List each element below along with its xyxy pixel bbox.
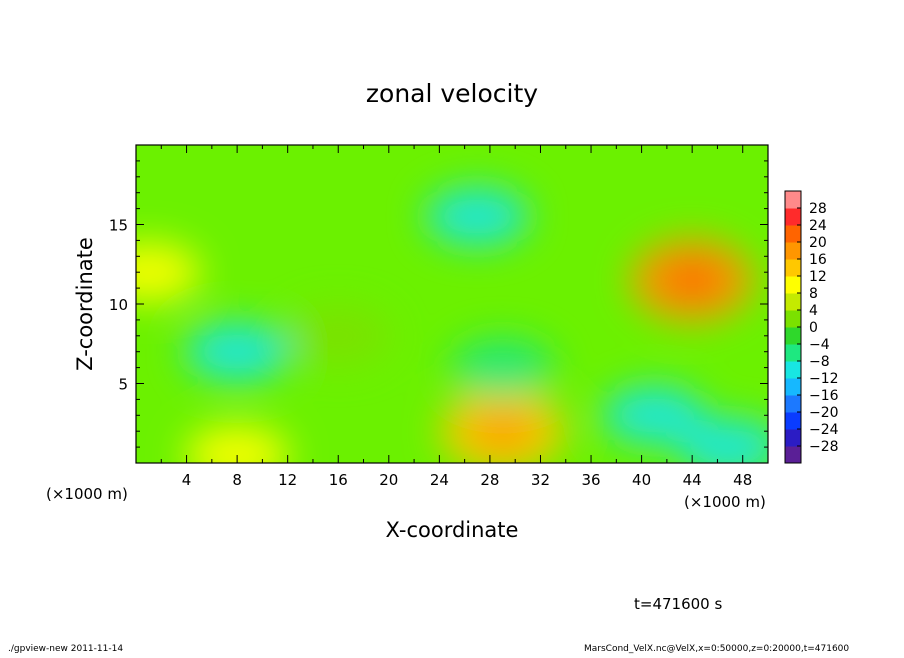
- contour-feature-core: [472, 413, 533, 450]
- y-axis: 5 10 15: [109, 160, 768, 448]
- colorbar-label: 24: [809, 218, 827, 234]
- x-tick-label: 8: [232, 471, 242, 489]
- colorbar-swatch: [785, 293, 801, 311]
- x-tick-label: 24: [430, 471, 449, 489]
- x-tick-label: 40: [632, 471, 651, 489]
- colorbar-swatch: [785, 259, 801, 277]
- colorbar-swatch: [785, 208, 801, 226]
- colorbar-swatch: [785, 327, 801, 345]
- colorbar-label: 16: [809, 252, 827, 268]
- footer-left: ./gpview-new 2011-11-14: [8, 644, 123, 654]
- contour-feature: [136, 242, 201, 303]
- y-tick-label: 5: [118, 376, 128, 394]
- colorbar-swatch: [785, 412, 801, 430]
- x-tick-label: 20: [379, 471, 398, 489]
- contour-feature: [185, 321, 290, 382]
- contour-field: [136, 186, 768, 463]
- x-tick-label: 12: [278, 471, 297, 489]
- contour-feature: [602, 385, 707, 446]
- contour-feature: [425, 186, 530, 247]
- x-unit-label-right: (×1000 m): [684, 493, 766, 511]
- y-axis-label: Z-coordinate: [73, 237, 97, 371]
- colorbar-label: −4: [809, 337, 830, 353]
- contour-feature: [286, 305, 391, 366]
- x-tick-label: 28: [480, 471, 499, 489]
- colorbar-swatch: [785, 378, 801, 396]
- contour-feature-core: [662, 262, 723, 299]
- x-tick-label: 36: [581, 471, 600, 489]
- x-tick-label: 16: [329, 471, 348, 489]
- colorbar-label: 0: [809, 320, 818, 336]
- contour-feature: [185, 425, 290, 463]
- colorbar-label: −12: [809, 371, 839, 387]
- colorbar-label: −16: [809, 388, 839, 404]
- colorbar-swatch: [785, 276, 801, 294]
- x-tick-label: 4: [182, 471, 192, 489]
- colorbar-label: −8: [809, 354, 830, 370]
- colorbar-label: −28: [809, 439, 839, 455]
- colorbar-label: 4: [809, 303, 818, 319]
- x-tick-label: 44: [683, 471, 702, 489]
- x-axis-label: X-coordinate: [386, 518, 519, 542]
- y-tick-label: 15: [109, 217, 128, 235]
- x-unit-label-left: (×1000 m): [46, 485, 128, 503]
- colorbar-swatch: [785, 361, 801, 379]
- colorbar-swatch: [785, 242, 801, 260]
- colorbar-swatch: [785, 191, 801, 209]
- colorbar-swatch: [785, 225, 801, 243]
- colorbar-label: 28: [809, 201, 827, 217]
- colorbar-label: −24: [809, 422, 839, 438]
- chart-title: zonal velocity: [366, 79, 538, 108]
- colorbar-label: 20: [809, 235, 827, 251]
- x-tick-label: 32: [531, 471, 550, 489]
- colorbar-label: 12: [809, 269, 827, 285]
- x-axis: 4 8 12 16 20 24 28 32 36 40 44 48: [160, 145, 752, 489]
- colorbar-swatch: [785, 395, 801, 413]
- x-tick-label: 48: [733, 471, 752, 489]
- contour-feature: [678, 417, 768, 463]
- colorbar-swatch: [785, 344, 801, 362]
- footer-right: MarsCond_VelX.nc@VelX,x=0:50000,z=0:2000…: [584, 644, 849, 654]
- colorbar-swatch: [785, 429, 801, 447]
- colorbar-label: 8: [809, 286, 818, 302]
- time-annotation: t=471600 s: [634, 595, 722, 613]
- y-tick-label: 10: [109, 296, 128, 314]
- plot-area: [135, 144, 769, 464]
- colorbar-label: −20: [809, 405, 839, 421]
- contour-feature: [450, 337, 555, 398]
- colorbar-swatch: [785, 310, 801, 328]
- colorbar-swatch: [785, 446, 801, 464]
